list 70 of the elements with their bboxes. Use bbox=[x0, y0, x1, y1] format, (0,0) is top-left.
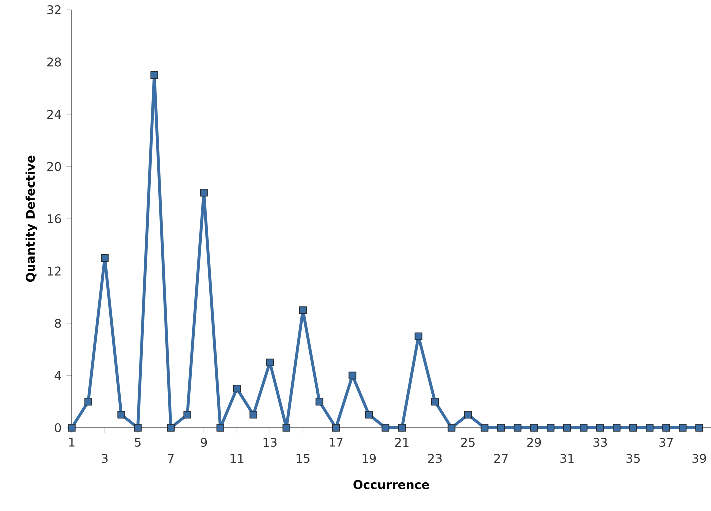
y-tick-label: 12 bbox=[48, 266, 61, 276]
point bbox=[414, 332, 423, 340]
point bbox=[497, 424, 506, 432]
y-tick-label: 28 bbox=[48, 58, 62, 67]
x-tick-label: 35 bbox=[626, 454, 640, 464]
point bbox=[365, 411, 374, 419]
y-tick-label: 16 bbox=[48, 214, 62, 224]
point bbox=[546, 424, 555, 432]
point bbox=[613, 424, 621, 432]
x-tick-label: 1 bbox=[70, 438, 75, 447]
point bbox=[332, 424, 340, 432]
point bbox=[646, 424, 654, 432]
x-tick-label: 33 bbox=[594, 438, 608, 448]
x-tick-label: 7 bbox=[168, 454, 174, 463]
point bbox=[250, 411, 258, 419]
y-tick-label: 4 bbox=[54, 371, 62, 380]
point bbox=[580, 424, 588, 432]
point bbox=[299, 306, 308, 314]
x-tick-label: 27 bbox=[494, 454, 508, 463]
x-tick-label: 11 bbox=[230, 454, 244, 463]
point bbox=[382, 424, 390, 432]
x-tick-label: 13 bbox=[264, 438, 277, 448]
y-tick-label: 32 bbox=[48, 5, 61, 15]
point bbox=[200, 189, 208, 197]
x-tick-label: 29 bbox=[528, 438, 542, 448]
point bbox=[216, 424, 224, 432]
x-tick-label: 21 bbox=[395, 438, 409, 447]
x-tick-label: 5 bbox=[135, 438, 141, 447]
point bbox=[464, 411, 472, 419]
y-axis-title: Quantity Defective bbox=[26, 156, 38, 282]
point bbox=[348, 372, 357, 380]
point bbox=[563, 424, 572, 432]
x-tick-label: 37 bbox=[660, 438, 674, 448]
point bbox=[282, 424, 291, 432]
x-tick-label: 39 bbox=[692, 454, 706, 464]
y-tick-label: 0 bbox=[55, 423, 62, 433]
point bbox=[630, 424, 638, 432]
y-tick-label: 8 bbox=[55, 318, 62, 328]
point bbox=[448, 424, 456, 432]
point bbox=[101, 254, 109, 262]
x-tick-label: 9 bbox=[201, 438, 208, 448]
point bbox=[514, 424, 522, 432]
y-tick-label: 20 bbox=[48, 162, 62, 172]
point bbox=[134, 424, 142, 432]
point bbox=[530, 424, 538, 432]
x-axis-title: Occurrence bbox=[354, 480, 430, 490]
point bbox=[679, 424, 687, 432]
point bbox=[68, 424, 76, 432]
y-tick-label: 24 bbox=[48, 110, 62, 119]
point bbox=[167, 424, 175, 432]
x-tick-label: 19 bbox=[362, 454, 376, 464]
x-tick-label: 25 bbox=[462, 438, 475, 448]
point bbox=[316, 398, 324, 406]
point bbox=[662, 424, 670, 432]
point bbox=[84, 398, 92, 406]
point bbox=[150, 71, 158, 80]
point bbox=[233, 384, 241, 393]
point bbox=[696, 424, 704, 432]
point bbox=[596, 424, 604, 432]
x-tick-label: 31 bbox=[560, 454, 574, 464]
point bbox=[184, 411, 192, 419]
x-tick-label: 15 bbox=[296, 454, 310, 464]
point bbox=[266, 358, 274, 367]
x-tick-label: 3 bbox=[102, 454, 108, 464]
x-tick-label: 17 bbox=[330, 438, 343, 447]
point bbox=[118, 411, 126, 419]
point bbox=[431, 398, 440, 406]
point bbox=[480, 424, 489, 432]
point bbox=[398, 424, 406, 432]
x-tick-label: 23 bbox=[428, 454, 442, 464]
